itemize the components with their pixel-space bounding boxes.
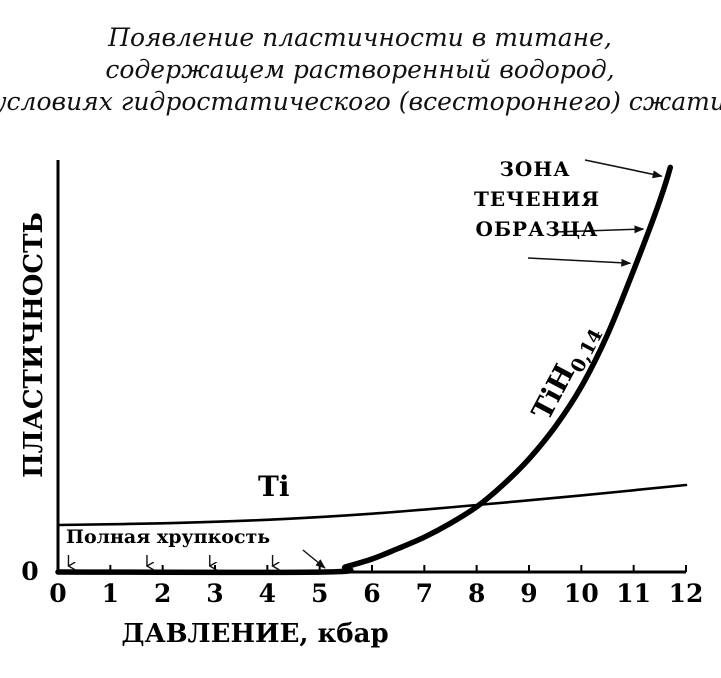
x-tick-label-9: 9 bbox=[520, 579, 537, 608]
flow-zone-line-3: ОБРАЗЦА bbox=[476, 217, 599, 241]
x-tick-label-8: 8 bbox=[468, 579, 485, 608]
x-tick-label-10: 10 bbox=[564, 579, 599, 608]
title-line-2: содержащем растворенный водород, bbox=[105, 55, 614, 84]
x-tick-label-11: 11 bbox=[616, 579, 651, 608]
x-tick-group: 0 1 2 3 4 5 6 7 8 9 10 11 12 bbox=[49, 565, 703, 608]
chart-title: Появление пластичности в титане, содержа… bbox=[0, 23, 721, 116]
flow-zone-line-1: ЗОНА bbox=[499, 157, 570, 181]
x-tick-label-1: 1 bbox=[102, 579, 119, 608]
x-tick-label-2: 2 bbox=[154, 579, 171, 608]
y-axis-title: ПЛАСТИЧНОСТЬ bbox=[19, 212, 49, 478]
series-line-ti bbox=[56, 483, 688, 527]
x-tick-label-12: 12 bbox=[669, 579, 704, 608]
flow-zone-line-2: ТЕЧЕНИЯ bbox=[474, 187, 600, 211]
flow-arrow-2 bbox=[527, 257, 632, 267]
series-line-tih bbox=[55, 164, 674, 576]
x-tick-label-5: 5 bbox=[311, 579, 328, 608]
title-line-1: Появление пластичности в титане, bbox=[107, 23, 612, 52]
y-tick-group: 0 bbox=[21, 557, 38, 586]
flow-zone-label: ЗОНА ТЕЧЕНИЯ ОБРАЗЦА bbox=[474, 157, 600, 241]
x-tick-label-0: 0 bbox=[49, 579, 66, 608]
x-tick-label-4: 4 bbox=[259, 579, 276, 608]
x-tick-label-3: 3 bbox=[206, 579, 223, 608]
y-tick-label-0: 0 bbox=[21, 557, 38, 586]
flow-arrow-group bbox=[527, 159, 663, 267]
series-group bbox=[55, 164, 688, 576]
x-axis-title: ДАВЛЕНИЕ, кбар bbox=[121, 619, 388, 649]
brittle-arrow-4 bbox=[302, 549, 326, 569]
title-line-3: в условиях гидростатического (всесторонн… bbox=[0, 87, 721, 116]
flow-arrow-1 bbox=[554, 225, 645, 234]
brittle-zone-label: Полная хрупкость bbox=[66, 526, 270, 548]
flow-arrow-0 bbox=[584, 159, 663, 179]
series-label-ti: Ti bbox=[258, 470, 289, 503]
brittle-arrow-group bbox=[68, 549, 326, 569]
x-tick-label-6: 6 bbox=[363, 579, 380, 608]
x-tick-label-7: 7 bbox=[416, 579, 433, 608]
